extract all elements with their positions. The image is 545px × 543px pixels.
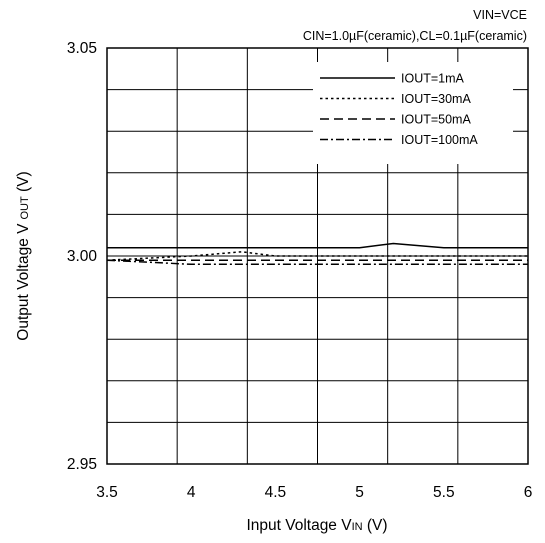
- legend-label-2: IOUT=30mA: [401, 92, 471, 106]
- legend-label-1: IOUT=1mA: [401, 72, 465, 86]
- condition-capacitors: CIN=1.0µF(ceramic),CL=0.1µF(ceramic): [303, 29, 527, 43]
- x-tick-label: 4.5: [265, 484, 287, 501]
- plot-frame: [106, 47, 529, 465]
- x-tick-labels: 3.5 4 4.5 5 5.5 6: [96, 484, 532, 501]
- x-tick-label: 6: [524, 484, 533, 501]
- series-line-1: [107, 242, 528, 249]
- x-axis-label-unit: (V): [363, 517, 388, 534]
- x-axis-label: Input Voltage VIN (V): [246, 517, 387, 534]
- x-tick-label: 5: [355, 484, 364, 501]
- y-tick-label: 3.05: [67, 40, 97, 57]
- series-line-4: [106, 259, 528, 266]
- x-tick-label: 4: [187, 484, 196, 501]
- x-axis-label-subscript: IN: [352, 521, 363, 533]
- x-axis-label-main: Input Voltage V: [246, 517, 352, 534]
- legend-label-4: IOUT=100mA: [401, 133, 478, 147]
- series-lines: [106, 242, 528, 266]
- y-tick-label: 3.00: [67, 248, 98, 265]
- y-axis-label-main: Output Voltage V: [15, 223, 32, 341]
- condition-vin: VIN=VCE: [473, 8, 527, 22]
- x-tick-label: 3.5: [96, 484, 118, 501]
- legend-label-3: IOUT=50mA: [401, 113, 471, 127]
- y-axis-label: Output Voltage V OUT (V): [15, 171, 32, 340]
- legend-background: [313, 62, 513, 164]
- y-tick-labels: 3.05 3.00 2.95: [67, 40, 98, 473]
- y-tick-label: 2.95: [67, 456, 97, 473]
- series-line-2: [106, 251, 528, 261]
- y-axis-label-subscript: OUT: [19, 196, 31, 220]
- y-axis-label-unit: (V): [15, 171, 32, 196]
- x-tick-label: 5.5: [433, 484, 455, 501]
- legend: IOUT=1mA IOUT=30mA IOUT=50mA IOUT=100mA: [320, 72, 478, 147]
